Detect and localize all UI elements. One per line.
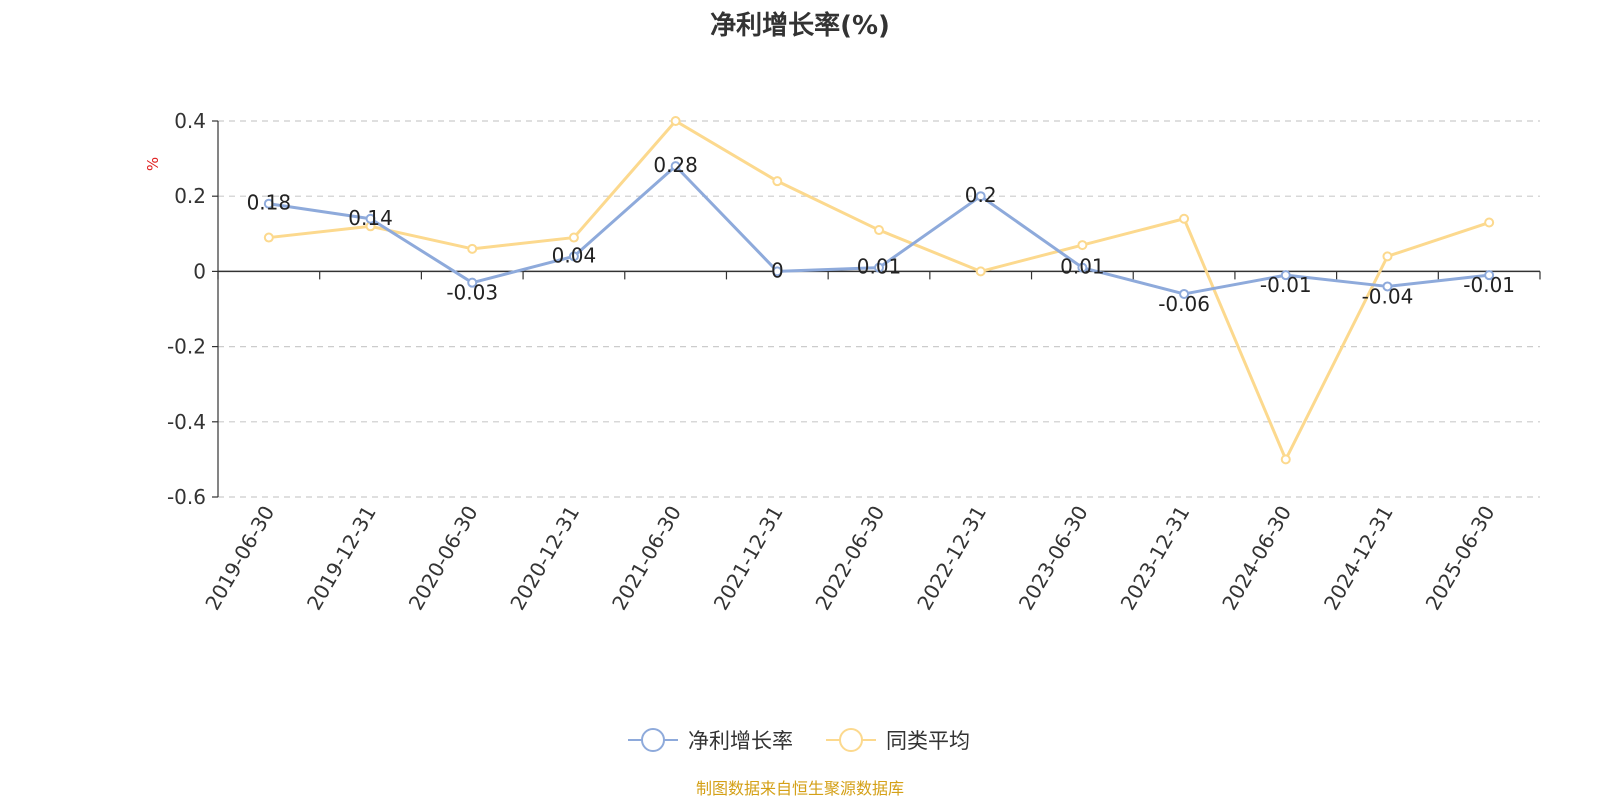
legend-label: 净利增长率 <box>688 729 793 753</box>
data-point <box>874 262 884 273</box>
legend-marker-icon <box>839 728 863 752</box>
y-tick-label: 0.4 <box>174 109 206 133</box>
data-point <box>1484 217 1495 228</box>
x-tick-label: 2021-06-30 <box>607 502 686 615</box>
legend-marker-icon <box>641 728 665 752</box>
data-point <box>772 266 783 277</box>
data-label: -0.03 <box>446 281 498 305</box>
data-point <box>1280 454 1291 465</box>
data-label: -0.01 <box>1260 273 1312 297</box>
source-note: 制图数据来自恒生聚源数据库 <box>696 779 904 798</box>
data-label: -0.04 <box>1362 284 1414 308</box>
x-tick-label: 2021-12-31 <box>709 502 788 615</box>
x-tick-label: 2019-06-30 <box>200 502 279 615</box>
data-point <box>1179 213 1190 224</box>
legend[interactable]: 净利增长率 同类平均 <box>628 728 970 753</box>
data-point <box>467 277 478 288</box>
x-tick-label: 2019-12-31 <box>302 502 381 615</box>
y-tick-label: -0.6 <box>167 485 206 509</box>
y-tick-label: -0.4 <box>167 410 206 434</box>
legend-item[interactable]: 同类平均 <box>826 728 970 753</box>
data-point <box>874 225 884 236</box>
x-tick-label: 2022-06-30 <box>810 502 889 615</box>
data-point <box>1484 270 1495 281</box>
x-tick-label: 2020-06-30 <box>404 502 483 615</box>
data-label: -0.01 <box>1463 273 1515 297</box>
x-tick-label: 2023-06-30 <box>1014 502 1093 615</box>
y-tick-label: 0.2 <box>174 184 206 208</box>
data-point <box>568 251 579 262</box>
data-label: 0.01 <box>857 255 902 279</box>
data-point <box>772 176 783 187</box>
gridlines <box>218 120 1540 498</box>
x-tick-label: 2023-12-31 <box>1116 502 1195 615</box>
x-tick-label: 2024-06-30 <box>1217 502 1296 615</box>
data-label: 0.14 <box>348 206 393 230</box>
data-point <box>975 266 986 277</box>
legend-label: 同类平均 <box>886 729 970 753</box>
data-point <box>1077 262 1088 273</box>
y-axis-unit-label: % <box>144 157 162 171</box>
data-point <box>670 161 681 172</box>
x-tick-label: 2024-12-31 <box>1319 502 1398 615</box>
data-point <box>1077 240 1088 251</box>
x-tick-label: 2025-06-30 <box>1421 502 1500 615</box>
x-tick-label: 2022-12-31 <box>912 502 991 615</box>
data-point <box>975 191 986 202</box>
data-point <box>1382 251 1393 262</box>
data-point <box>1382 281 1393 292</box>
data-label: 0.04 <box>552 243 597 267</box>
data-point <box>1179 288 1190 299</box>
data-label: 0.18 <box>247 191 292 215</box>
data-labels: 0.18 0.14 -0.03 0.04 0.28 0 0.01 0.2 0.01 -0.06 -0… <box>247 153 1515 316</box>
data-label: 0.2 <box>965 183 997 207</box>
x-tick-label: 2020-12-31 <box>505 502 584 615</box>
data-label: 0.28 <box>653 153 698 177</box>
data-point <box>365 213 376 224</box>
y-tick-label: 0 <box>193 259 206 283</box>
chart-title: 净利增长率(%) <box>710 10 890 41</box>
data-point <box>670 116 681 126</box>
data-label: 0.01 <box>1060 255 1105 279</box>
data-point <box>568 232 579 243</box>
legend-item[interactable]: 净利增长率 <box>628 728 793 753</box>
data-point <box>263 232 274 243</box>
data-point <box>263 198 274 209</box>
data-label: 0 <box>771 258 784 282</box>
data-point <box>1280 270 1291 281</box>
series-lines <box>263 116 1495 465</box>
y-tick-label: -0.2 <box>167 335 206 359</box>
data-point <box>467 243 478 254</box>
data-label: -0.06 <box>1158 292 1210 316</box>
